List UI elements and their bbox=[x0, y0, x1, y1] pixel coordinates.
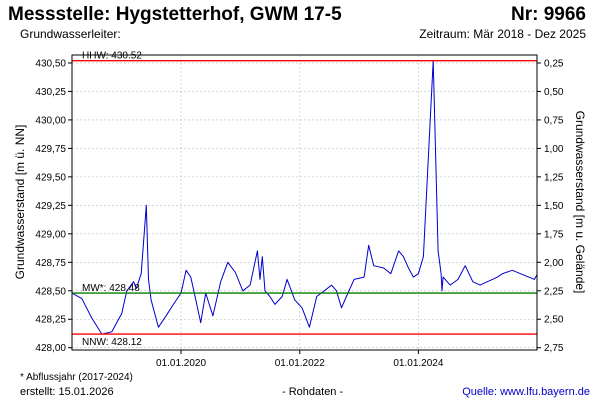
series-layer bbox=[71, 60, 538, 335]
right-y-tick-label: 0,25 bbox=[544, 58, 564, 69]
station-number: Nr: 9966 bbox=[511, 4, 586, 25]
right-y-tick-label: 1,75 bbox=[544, 229, 564, 240]
page-title: Messstelle: Hygstetterhof, GWM 17-5 bbox=[8, 4, 342, 25]
source-link[interactable]: Quelle: www.lfu.bayern.de bbox=[462, 386, 590, 398]
nnw-label: NNW: 428.12 bbox=[82, 337, 142, 348]
y-tick-label: 430,50 bbox=[35, 58, 66, 69]
y-tick-label: 429,75 bbox=[35, 144, 66, 155]
y-tick-label: 428,75 bbox=[35, 258, 66, 269]
grid bbox=[72, 55, 537, 350]
x-tick-label: 01.01.2024 bbox=[393, 358, 443, 369]
right-axis-title: Grundwasserstand [m u. Gelände] bbox=[573, 111, 587, 294]
groundwater-level-line bbox=[71, 60, 538, 335]
right-y-tick-label: 2,50 bbox=[544, 315, 564, 326]
aquifer-label: Grundwasserleiter: bbox=[20, 27, 121, 41]
right-y-tick-label: 0,75 bbox=[544, 115, 564, 126]
x-ticks: 01.01.2020 01.01.2022 01.01.2024 bbox=[156, 350, 444, 369]
y-tick-label: 428,00 bbox=[35, 343, 66, 354]
right-y-tick-label: 0,50 bbox=[544, 87, 564, 98]
reference-lines: HHW: 430.52 MW*: 428.48 NNW: 428.12 bbox=[72, 51, 537, 348]
hhw-label: HHW: 430.52 bbox=[82, 51, 142, 62]
x-tick-label: 01.01.2020 bbox=[156, 358, 206, 369]
created-date: erstellt: 15.01.2026 bbox=[20, 386, 114, 398]
raw-data-label: - Rohdaten - bbox=[282, 386, 344, 398]
plot-frame bbox=[71, 54, 538, 351]
right-y-tick-label: 1,00 bbox=[544, 144, 564, 155]
y-tick-label: 428,50 bbox=[35, 286, 66, 297]
y-tick-label: 429,00 bbox=[35, 229, 66, 240]
x-tick-label: 01.01.2022 bbox=[275, 358, 325, 369]
right-y-tick-label: 1,25 bbox=[544, 172, 564, 183]
groundwater-chart: HHW: 430.52 MW*: 428.48 NNW: 428.12 430,50… bbox=[13, 51, 587, 369]
mw-label: MW*: 428.48 bbox=[82, 283, 140, 294]
y-tick-label: 429,25 bbox=[35, 201, 66, 212]
right-y-tick-label: 2,75 bbox=[544, 343, 564, 354]
y-tick-label: 430,00 bbox=[35, 115, 66, 126]
y-tick-label: 428,25 bbox=[35, 315, 66, 326]
right-y-tick-label: 2,25 bbox=[544, 286, 564, 297]
left-axis-title: Grundwasserstand [m ü. NN] bbox=[13, 125, 27, 280]
left-y-ticks: 430,50 430,25 430,00 429,75 429,50 429,25 429,… bbox=[35, 58, 72, 354]
y-tick-label: 429,50 bbox=[35, 172, 66, 183]
right-y-ticks: 0,25 0,50 0,75 1,00 1,25 1,50 1,75 2,00 2,25 2,50… bbox=[537, 58, 564, 354]
footnote: * Abflussjahr (2017-2024) bbox=[20, 372, 133, 383]
y-tick-label: 430,25 bbox=[35, 87, 66, 98]
right-y-tick-label: 2,00 bbox=[544, 258, 564, 269]
right-y-tick-label: 1,50 bbox=[544, 201, 564, 212]
period-label: Zeitraum: Mär 2018 - Dez 2025 bbox=[419, 27, 586, 41]
